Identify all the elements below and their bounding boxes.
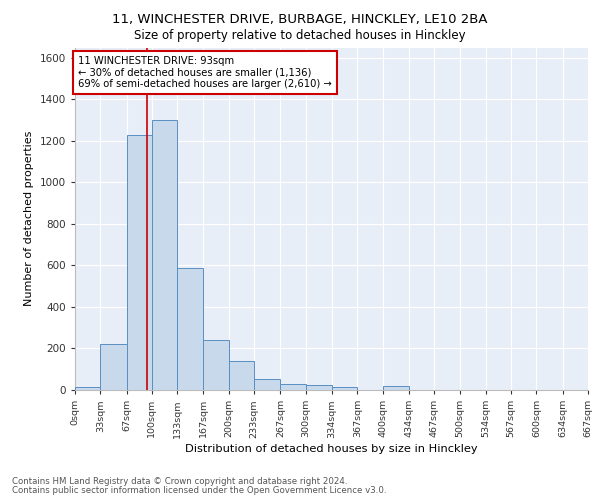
Bar (100, 344, 127, 390)
Y-axis label: Number of detached properties: Number of detached properties (24, 131, 34, 306)
Bar (306, 386, 332, 390)
Bar (127, 134, 152, 390)
Text: Contains public sector information licensed under the Open Government Licence v3: Contains public sector information licen… (12, 486, 386, 495)
Bar (203, 340, 229, 390)
Text: 11 WINCHESTER DRIVE: 93sqm
← 30% of detached houses are smaller (1,136)
69% of s: 11 WINCHESTER DRIVE: 93sqm ← 30% of deta… (78, 56, 332, 89)
X-axis label: Distribution of detached houses by size in Hinckley: Distribution of detached houses by size … (185, 444, 478, 454)
Bar (280, 384, 306, 390)
Text: Contains HM Land Registry data © Crown copyright and database right 2024.: Contains HM Land Registry data © Crown c… (12, 477, 347, 486)
Bar (75, 387, 100, 390)
Bar (332, 387, 357, 390)
Text: Size of property relative to detached houses in Hinckley: Size of property relative to detached ho… (134, 29, 466, 42)
Bar (383, 386, 409, 390)
Bar (254, 378, 280, 390)
Bar (152, 120, 177, 390)
Bar (229, 361, 254, 390)
Bar (177, 268, 203, 390)
Text: 11, WINCHESTER DRIVE, BURBAGE, HINCKLEY, LE10 2BA: 11, WINCHESTER DRIVE, BURBAGE, HINCKLEY,… (112, 12, 488, 26)
